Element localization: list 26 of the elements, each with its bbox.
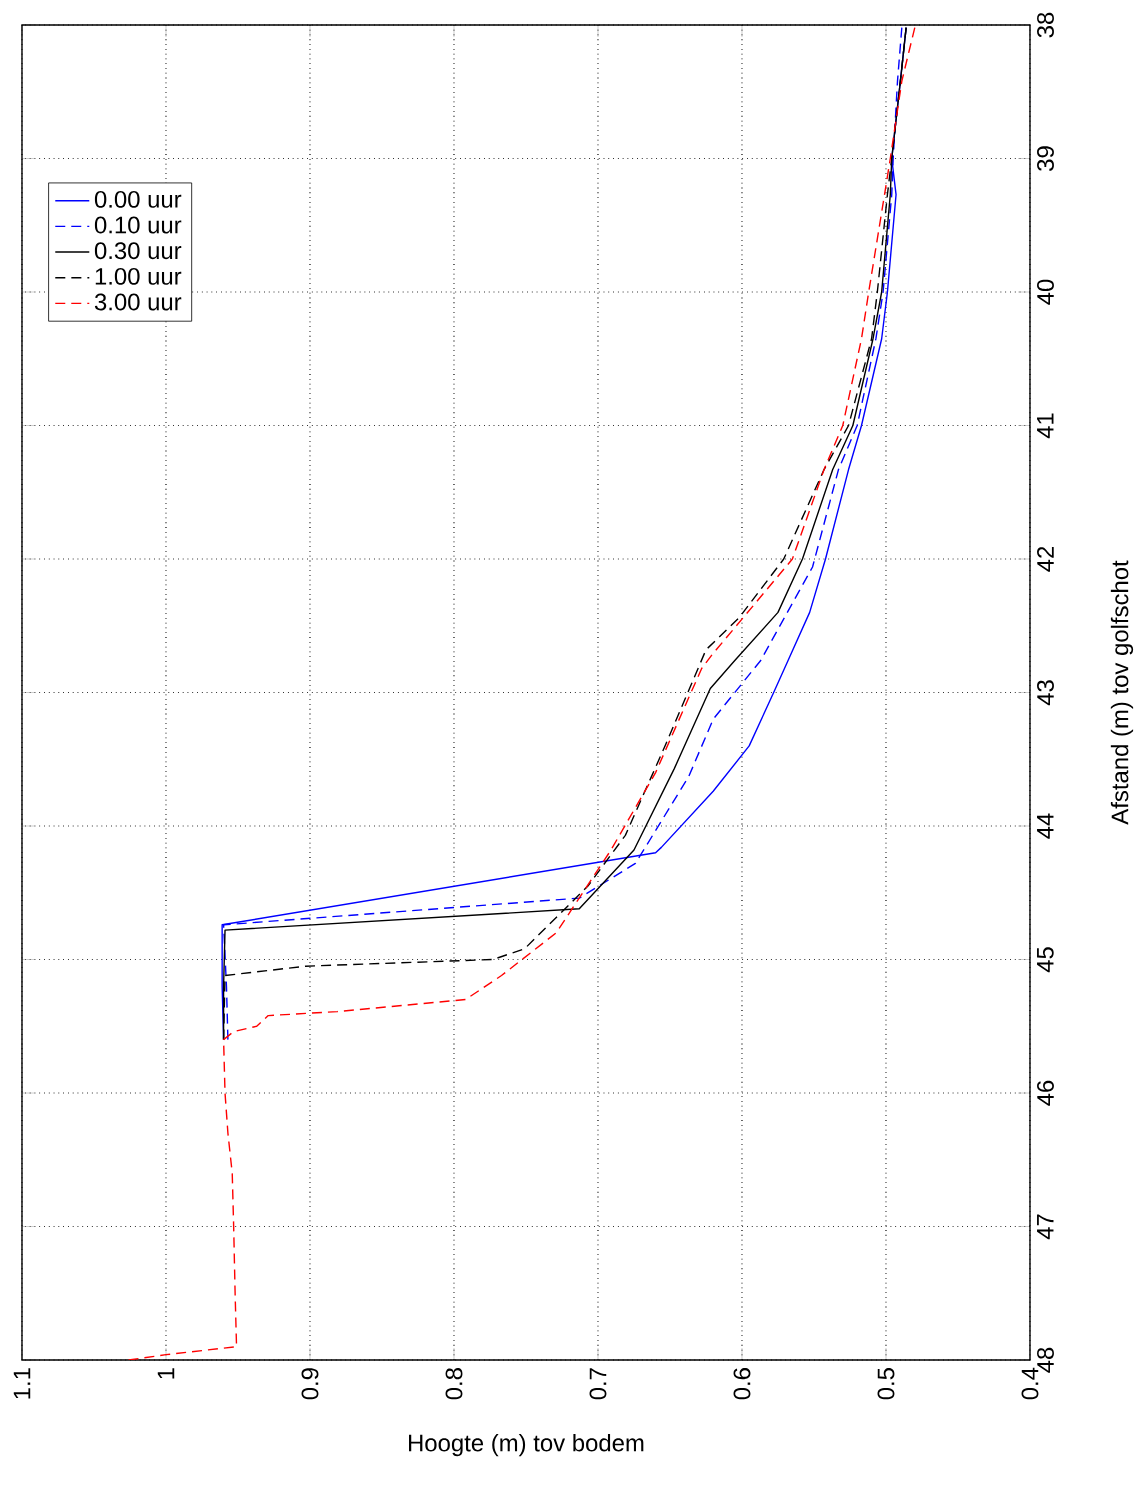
y-tick-label: 40 [1037,279,1054,305]
legend-label: 0.00 uur [94,190,182,208]
x-axis-title: Hoogte (m) tov bodem [409,1433,644,1457]
y-tick-label: 39 [1037,146,1054,171]
y-tick-label: 46 [1037,1080,1054,1106]
y-axis-title: Afstand (m) tov golfschot [1110,560,1134,825]
y-tick-label: 44 [1037,813,1054,839]
x-tick-label: 1 [157,1368,175,1379]
x-tick-label: 0.5 [877,1368,895,1400]
y-tick-label: 47 [1037,1214,1054,1240]
x-tick-label: 0.8 [445,1368,463,1400]
x-tick-label: 0.6 [733,1368,751,1400]
y-tick-label: 43 [1037,680,1054,706]
y-tick-label: 41 [1037,413,1054,439]
y-tick-label: 45 [1037,947,1054,973]
y-tick-label: 38 [1037,12,1054,38]
y-tick-label: 42 [1037,546,1054,572]
legend-label: 0.30 uur [94,242,182,260]
x-tick-label: 0.9 [301,1368,319,1400]
x-tick-label: 1.1 [13,1368,31,1399]
legend-label: 3.00 uur [94,293,182,311]
legend-label: 1.00 uur [95,267,182,285]
x-tick-label: 0.7 [589,1368,607,1400]
y-tick-label: 48 [1037,1347,1054,1373]
legend-label: 0.10 uur [94,216,182,234]
x-tick-label: 0.4 [1021,1367,1039,1400]
